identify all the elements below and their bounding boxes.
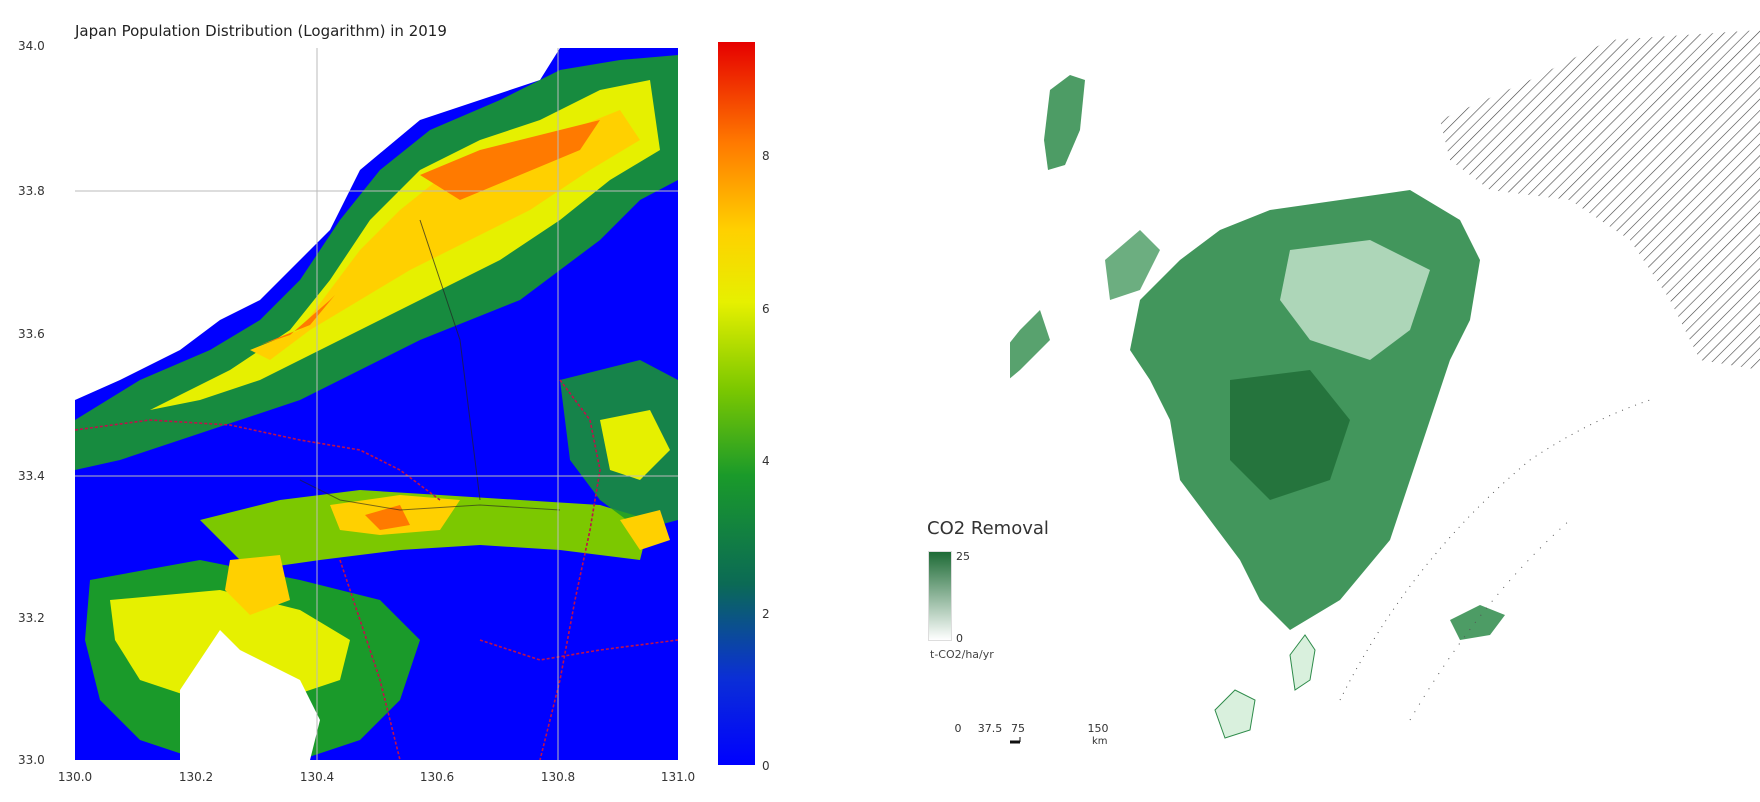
colorbar-tick: 8 xyxy=(762,149,770,163)
population-map-panel: Japan Population Distribution (Logarithm… xyxy=(0,0,800,802)
y-tick: 33.0 xyxy=(18,753,45,767)
y-tick: 33.4 xyxy=(18,469,45,483)
co2-removal-map-panel xyxy=(1010,0,1760,802)
hatched-region xyxy=(1440,30,1760,370)
colorbar-tick: 2 xyxy=(762,607,770,621)
x-tick: 130.8 xyxy=(540,770,576,784)
x-tick: 130.6 xyxy=(419,770,455,784)
y-tick: 33.6 xyxy=(18,327,45,341)
x-tick: 130.4 xyxy=(299,770,335,784)
map-title: Japan Population Distribution (Logarithm… xyxy=(75,22,447,40)
legend-min: 0 xyxy=(956,632,963,645)
legend-max: 25 xyxy=(956,550,970,563)
scale-unit: km xyxy=(1092,736,1108,747)
scale-label: 37.5 xyxy=(977,722,1003,735)
colorbar-tick: 4 xyxy=(762,454,770,468)
x-tick: 131.0 xyxy=(660,770,696,784)
legend-unit: t-CO2/ha/yr xyxy=(930,648,994,661)
x-tick: 130.2 xyxy=(178,770,214,784)
colorbar-tick: 0 xyxy=(762,759,770,773)
x-tick: 130.0 xyxy=(57,770,93,784)
scale-label: 0 xyxy=(954,722,962,735)
y-tick: 33.2 xyxy=(18,611,45,625)
scale-label: 75 xyxy=(1011,722,1025,735)
colorbar-tick: 6 xyxy=(762,302,770,316)
legend-title: CO2 Removal xyxy=(927,518,1049,539)
colorbar xyxy=(718,42,755,765)
co2-map-graphic xyxy=(1010,30,1760,744)
island-west xyxy=(1010,310,1050,379)
island-north xyxy=(1044,75,1085,170)
island-south xyxy=(1214,689,1256,739)
scale-label: 150 xyxy=(1087,722,1109,735)
legend-colorbar xyxy=(928,551,952,641)
population-raster xyxy=(75,42,755,765)
y-tick-top: 34.0 xyxy=(18,39,45,53)
y-tick: 33.8 xyxy=(18,184,45,198)
